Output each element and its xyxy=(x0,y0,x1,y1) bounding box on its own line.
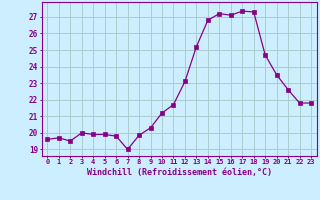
X-axis label: Windchill (Refroidissement éolien,°C): Windchill (Refroidissement éolien,°C) xyxy=(87,168,272,177)
